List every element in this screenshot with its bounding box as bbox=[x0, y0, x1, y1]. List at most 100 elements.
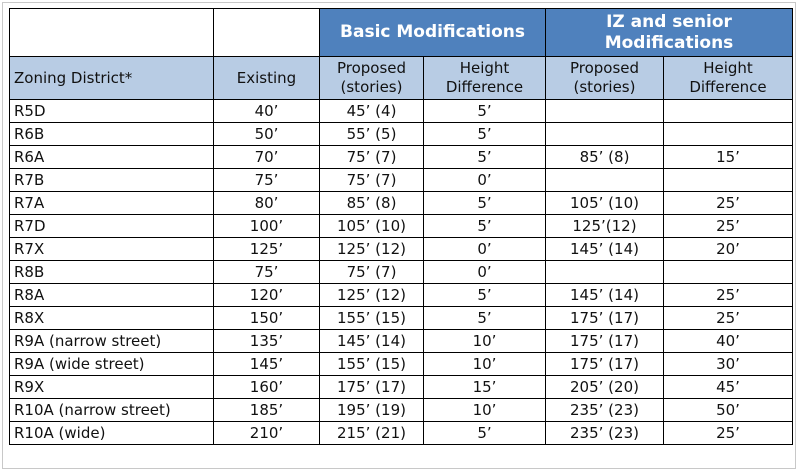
basic-proposed-cell: 75’ (7) bbox=[319, 145, 424, 169]
existing-height-cell: 40’ bbox=[213, 99, 320, 123]
basic-height-difference-cell: 0’ bbox=[423, 168, 546, 192]
basic-height-difference-cell: 10’ bbox=[423, 398, 546, 422]
basic-proposed-cell: 125’ (12) bbox=[319, 283, 424, 307]
iz-height-difference-cell bbox=[662, 168, 794, 192]
iz-height-difference-cell: 25’ bbox=[662, 191, 794, 215]
iz-height-difference-cell: 45’ bbox=[662, 375, 794, 399]
column-header-iz-proposed: Proposed (stories) bbox=[545, 56, 664, 100]
iz-height-difference-cell: 20’ bbox=[662, 237, 794, 261]
zoning-district-cell: R9A (wide street) bbox=[9, 352, 214, 376]
existing-height-cell: 75’ bbox=[213, 260, 320, 284]
zoning-district-cell: R7D bbox=[9, 214, 214, 238]
iz-height-difference-cell: 25’ bbox=[662, 306, 794, 330]
table-row: R6A 70’ 75’ (7) 5’ 85’ (8) 15’ bbox=[9, 145, 794, 169]
basic-height-difference-cell: 5’ bbox=[423, 214, 546, 238]
zoning-district-cell: R7X bbox=[9, 237, 214, 261]
table-row: R9A (wide street) 145’ 155’ (15) 10’ 175’ (1… bbox=[9, 352, 794, 376]
existing-height-cell: 50’ bbox=[213, 122, 320, 146]
column-header-basic-height-difference: Height Difference bbox=[423, 56, 546, 100]
empty-header-cell bbox=[213, 8, 320, 57]
zoning-district-cell: R7A bbox=[9, 191, 214, 215]
column-header-zoning-district: Zoning District* bbox=[9, 56, 214, 100]
table-row: R9X 160’ 175’ (17) 15’ 205’ (20) 45’ bbox=[9, 375, 794, 399]
iz-proposed-cell: 105’ (10) bbox=[545, 191, 664, 215]
figure-frame bbox=[2, 2, 796, 469]
iz-height-difference-cell bbox=[662, 260, 794, 284]
zoning-district-cell: R7B bbox=[9, 168, 214, 192]
basic-proposed-cell: 195’ (19) bbox=[319, 398, 424, 422]
table-row: R6B 50’ 55’ (5) 5’ bbox=[9, 122, 794, 146]
basic-height-difference-cell: 5’ bbox=[423, 421, 546, 445]
basic-proposed-cell: 75’ (7) bbox=[319, 168, 424, 192]
iz-proposed-cell: 125’(12) bbox=[545, 214, 664, 238]
iz-proposed-cell bbox=[545, 122, 664, 146]
table-row: R8A 120’ 125’ (12) 5’ 145’ (14) 25’ bbox=[9, 283, 794, 307]
zoning-district-cell: R10A (narrow street) bbox=[9, 398, 214, 422]
iz-height-difference-cell bbox=[662, 99, 794, 123]
zoning-district-cell: R6B bbox=[9, 122, 214, 146]
basic-proposed-cell: 215’ (21) bbox=[319, 421, 424, 445]
table-row: R7B 75’ 75’ (7) 0’ bbox=[9, 168, 794, 192]
iz-proposed-cell: 145’ (14) bbox=[545, 237, 664, 261]
iz-proposed-cell: 235’ (23) bbox=[545, 421, 664, 445]
band-header-row: Basic Modifications IZ and senior Modifi… bbox=[9, 8, 794, 57]
basic-proposed-cell: 125’ (12) bbox=[319, 237, 424, 261]
basic-proposed-cell: 85’ (8) bbox=[319, 191, 424, 215]
existing-height-cell: 135’ bbox=[213, 329, 320, 353]
iz-height-difference-cell: 50’ bbox=[662, 398, 794, 422]
basic-proposed-cell: 155’ (15) bbox=[319, 306, 424, 330]
zoning-district-cell: R9A (narrow street) bbox=[9, 329, 214, 353]
existing-height-cell: 80’ bbox=[213, 191, 320, 215]
iz-height-difference-cell: 25’ bbox=[662, 283, 794, 307]
basic-height-difference-cell: 5’ bbox=[423, 306, 546, 330]
iz-proposed-cell bbox=[545, 99, 664, 123]
basic-proposed-cell: 175’ (17) bbox=[319, 375, 424, 399]
existing-height-cell: 120’ bbox=[213, 283, 320, 307]
zoning-district-cell: R10A (wide) bbox=[9, 421, 214, 445]
basic-height-difference-cell: 5’ bbox=[423, 283, 546, 307]
basic-height-difference-cell: 0’ bbox=[423, 260, 546, 284]
existing-height-cell: 100’ bbox=[213, 214, 320, 238]
existing-height-cell: 185’ bbox=[213, 398, 320, 422]
basic-proposed-cell: 55’ (5) bbox=[319, 122, 424, 146]
iz-proposed-cell: 235’ (23) bbox=[545, 398, 664, 422]
table-row: R7X 125’ 125’ (12) 0’ 145’ (14) 20’ bbox=[9, 237, 794, 261]
existing-height-cell: 70’ bbox=[213, 145, 320, 169]
existing-height-cell: 150’ bbox=[213, 306, 320, 330]
column-header-basic-proposed: Proposed (stories) bbox=[319, 56, 424, 100]
table-row: R8X 150’ 155’ (15) 5’ 175’ (17) 25’ bbox=[9, 306, 794, 330]
table-row: R8B 75’ 75’ (7) 0’ bbox=[9, 260, 794, 284]
iz-senior-modifications-header: IZ and senior Modifications bbox=[544, 8, 794, 57]
existing-height-cell: 160’ bbox=[213, 375, 320, 399]
existing-height-cell: 125’ bbox=[213, 237, 320, 261]
column-header-iz-height-difference: Height Difference bbox=[662, 56, 794, 100]
table-row: R7A 80’ 85’ (8) 5’ 105’ (10) 25’ bbox=[9, 191, 794, 215]
basic-height-difference-cell: 5’ bbox=[423, 191, 546, 215]
basic-proposed-cell: 105’ (10) bbox=[319, 214, 424, 238]
basic-height-difference-cell: 5’ bbox=[423, 145, 546, 169]
basic-proposed-cell: 145’ (14) bbox=[319, 329, 424, 353]
zoning-district-cell: R5D bbox=[9, 99, 214, 123]
existing-height-cell: 145’ bbox=[213, 352, 320, 376]
table-row: R5D 40’ 45’ (4) 5’ bbox=[9, 99, 794, 123]
iz-height-difference-cell: 40’ bbox=[662, 329, 794, 353]
iz-proposed-cell: 205’ (20) bbox=[545, 375, 664, 399]
empty-header-cell bbox=[9, 8, 214, 57]
column-header-existing: Existing bbox=[213, 56, 320, 100]
table-row: R9A (narrow street) 135’ 145’ (14) 10’ 175’ … bbox=[9, 329, 794, 353]
iz-proposed-cell bbox=[545, 168, 664, 192]
table-row: R10A (narrow street) 185’ 195’ (19) 10’ 235’… bbox=[9, 398, 794, 422]
zoning-district-cell: R9X bbox=[9, 375, 214, 399]
iz-proposed-cell: 175’ (17) bbox=[545, 352, 664, 376]
zoning-district-cell: R8X bbox=[9, 306, 214, 330]
iz-proposed-cell: 175’ (17) bbox=[545, 306, 664, 330]
basic-height-difference-cell: 10’ bbox=[423, 352, 546, 376]
table-row: R7D 100’ 105’ (10) 5’ 125’(12) 25’ bbox=[9, 214, 794, 238]
table-row: R10A (wide) 210’ 215’ (21) 5’ 235’ (23) 25’ bbox=[9, 421, 794, 445]
existing-height-cell: 210’ bbox=[213, 421, 320, 445]
basic-proposed-cell: 155’ (15) bbox=[319, 352, 424, 376]
basic-proposed-cell: 75’ (7) bbox=[319, 260, 424, 284]
basic-proposed-cell: 45’ (4) bbox=[319, 99, 424, 123]
zoning-height-table: Basic Modifications IZ and senior Modifi… bbox=[9, 8, 794, 445]
table-body: R5D 40’ 45’ (4) 5’ R6B 50’ 55’ (5) 5’ R6A 70’ 75’ … bbox=[9, 99, 794, 445]
